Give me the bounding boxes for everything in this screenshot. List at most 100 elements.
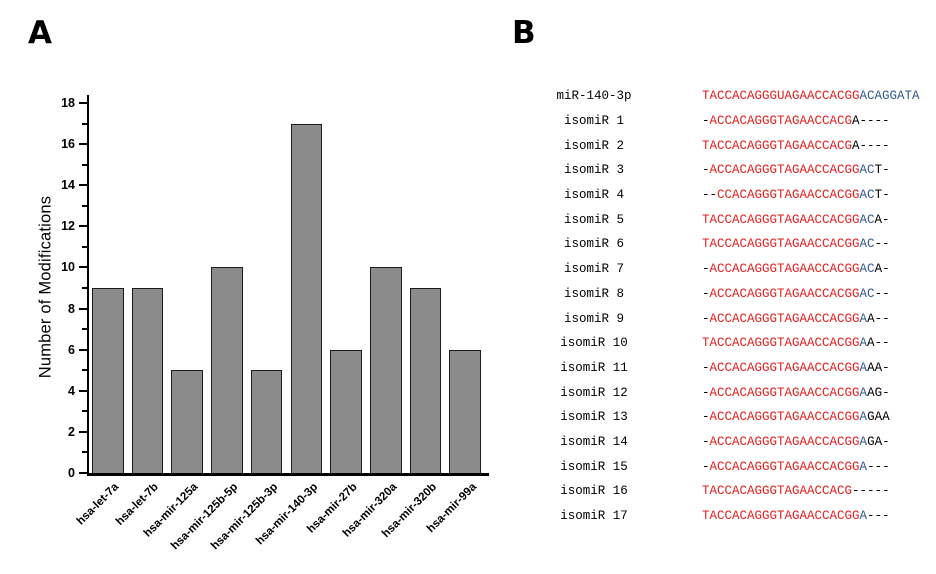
sequence-segment-extension: A: [859, 434, 868, 449]
sequence-name: isomiR 3: [563, 163, 624, 178]
alignment-row: isomiR 16 TACCACAGGGTAGAACCACG-----: [556, 479, 920, 504]
sequence-name: isomiR 2: [563, 138, 624, 153]
sequence-text: --CCACAGGGTAGAACCACGGACT-: [702, 188, 890, 202]
alignment-row: isomiR 9 -ACCACAGGGTAGAACCACGGAA--: [556, 306, 920, 331]
alignment-row: isomiR 2 TACCACAGGGTAGAACCACGA----: [556, 133, 920, 158]
sequence-segment-extension: AC: [859, 212, 875, 227]
sequence-alignment: miR-140-3p TACCACAGGGUAGAACCACGGACAGGATA i…: [556, 84, 920, 529]
bar-hsa-let-7a: [92, 288, 124, 473]
sequence-segment-other: -: [702, 410, 710, 425]
sequence-text: TACCACAGGGUAGAACCACGGACAGGATA: [702, 89, 920, 103]
bar-hsa-mir-320b: [409, 288, 442, 473]
y-axis-minor-tick: [82, 369, 87, 372]
sequence-name: isomiR 11: [560, 360, 628, 375]
sequence-name: isomiR 15: [560, 459, 628, 474]
sequence-segment-extension: AC: [859, 286, 875, 301]
sequence-segment-other: A----: [852, 138, 890, 153]
alignment-row: isomiR 10 TACCACAGGGTAGAACCACGGAA--: [556, 331, 920, 356]
sequence-segment-other: A--: [867, 311, 890, 326]
sequence-segment-extension: AC: [859, 188, 875, 203]
sequence-segment-other: AA-: [867, 360, 890, 375]
alignment-row: isomiR 17 TACCACAGGGTAGAACCACGGA---: [556, 504, 920, 529]
y-axis-tick-label: 4: [68, 383, 75, 398]
y-axis-minor-tick: [82, 410, 87, 413]
y-axis-tick-label: 18: [61, 96, 75, 110]
sequence-segment-match: TACCACAGGGTAGAACCACG: [702, 138, 853, 153]
sequence-segment-other: -: [702, 262, 710, 277]
sequence-segment-extension: AC: [859, 262, 875, 277]
sequence-text: TACCACAGGGTAGAACCACGA----: [702, 139, 890, 153]
sequence-segment-extension: A: [859, 410, 868, 425]
y-axis-major-tick: [79, 389, 87, 392]
alignment-row: isomiR 13 -ACCACAGGGTAGAACCACGGAGAA: [556, 405, 920, 430]
panel-a-label: A: [28, 15, 52, 51]
sequence-text: -ACCACAGGGTAGAACCACGGAA--: [702, 312, 890, 326]
sequence-segment-other: A-: [874, 262, 890, 277]
sequence-text: -ACCACAGGGTAGAACCACGGACT-: [702, 163, 890, 177]
y-axis-major-tick: [79, 430, 87, 433]
sequence-segment-other: -: [702, 163, 710, 178]
sequence-text: -ACCACAGGGTAGAACCACGGAGAA: [702, 410, 890, 424]
sequence-segment-match: TACCACAGGGUAGAACCACGG: [702, 89, 860, 104]
y-axis-tick-label: 14: [61, 178, 75, 193]
y-axis-minor-tick: [82, 163, 87, 166]
sequence-text: -ACCACAGGGTAGAACCACGGAC--: [702, 287, 890, 301]
sequence-name: isomiR 12: [560, 385, 628, 400]
y-axis-major-tick: [79, 225, 87, 228]
sequence-name: isomiR 9: [563, 311, 624, 326]
sequence-segment-other: --: [874, 237, 890, 252]
sequence-segment-other: A--: [867, 336, 890, 351]
sequence-segment-match: ACCACAGGGTAGAACCACGG: [709, 360, 860, 375]
y-axis-major-tick: [79, 184, 87, 187]
y-axis-major-tick: [79, 102, 87, 104]
y-axis-minor-tick: [82, 204, 87, 207]
sequence-segment-match: CCACAGGGTAGAACCACGG: [717, 188, 860, 203]
bar-hsa-mir-27b: [330, 349, 362, 473]
sequence-segment-extension: A: [859, 509, 868, 524]
sequence-segment-extension: A: [859, 336, 868, 351]
sequence-segment-other: A-: [874, 212, 890, 227]
sequence-segment-extension: AC: [859, 163, 875, 178]
sequence-name: miR-140-3p: [556, 89, 632, 104]
sequence-segment-other: -: [702, 311, 710, 326]
sequence-segment-match: ACCACAGGGTAGAACCACGG: [709, 311, 860, 326]
alignment-row: isomiR 3 -ACCACAGGGTAGAACCACGGACT-: [556, 158, 920, 183]
sequence-segment-other: -: [702, 360, 710, 375]
sequence-segment-match: ACCACAGGGTAGAACCACGG: [709, 459, 860, 474]
sequence-name: isomiR 10: [560, 336, 628, 351]
sequence-segment-extension: A: [859, 360, 868, 375]
alignment-row: isomiR 7 -ACCACAGGGTAGAACCACGGACA-: [556, 257, 920, 282]
y-axis-major-tick: [79, 143, 87, 146]
sequence-segment-match: ACCACAGGGTAGAACCACGG: [709, 262, 860, 277]
sequence-text: -ACCACAGGGTAGAACCACGA----: [702, 114, 890, 128]
sequence-segment-other: -: [702, 434, 710, 449]
sequence-segment-other: GAA: [867, 410, 890, 425]
y-axis-tick-label: 8: [68, 301, 75, 316]
sequence-segment-other: AG-: [867, 385, 890, 400]
y-axis-minor-tick: [82, 122, 87, 125]
sequence-segment-other: -: [702, 286, 710, 301]
y-axis-minor-tick: [82, 245, 87, 248]
y-axis-major-tick: [79, 307, 87, 310]
sequence-segment-match: TACCACAGGGTAGAACCACGG: [702, 336, 860, 351]
sequence-segment-other: T-: [874, 163, 890, 178]
sequence-text: -ACCACAGGGTAGAACCACGGACA-: [702, 262, 890, 276]
sequence-name: isomiR 16: [560, 484, 628, 499]
alignment-row: isomiR 4 --CCACAGGGTAGAACCACGGACT-: [556, 183, 920, 208]
sequence-segment-extension: ACAGGATA: [859, 89, 920, 104]
sequence-segment-match: ACCACAGGGTAGAACCACGG: [709, 434, 860, 449]
sequence-segment-match: ACCACAGGGTAGAACCACGG: [709, 163, 860, 178]
sequence-segment-match: ACCACAGGGTAGAACCACGG: [709, 385, 860, 400]
sequence-name: isomiR 17: [560, 509, 628, 524]
panel-b-label: B: [512, 15, 536, 51]
sequence-segment-match: TACCACAGGGTAGAACCACGG: [702, 509, 860, 524]
sequence-segment-other: T-: [874, 188, 890, 203]
bar-hsa-mir-99a: [449, 349, 481, 473]
sequence-name: isomiR 5: [563, 212, 624, 227]
sequence-name: isomiR 14: [560, 434, 628, 449]
y-axis-major-tick: [79, 266, 87, 269]
y-axis-minor-tick: [82, 328, 87, 331]
sequence-segment-extension: A: [859, 311, 868, 326]
alignment-row: isomiR 1 -ACCACAGGGTAGAACCACGA----: [556, 109, 920, 134]
y-axis-tick-label: 12: [61, 219, 75, 234]
